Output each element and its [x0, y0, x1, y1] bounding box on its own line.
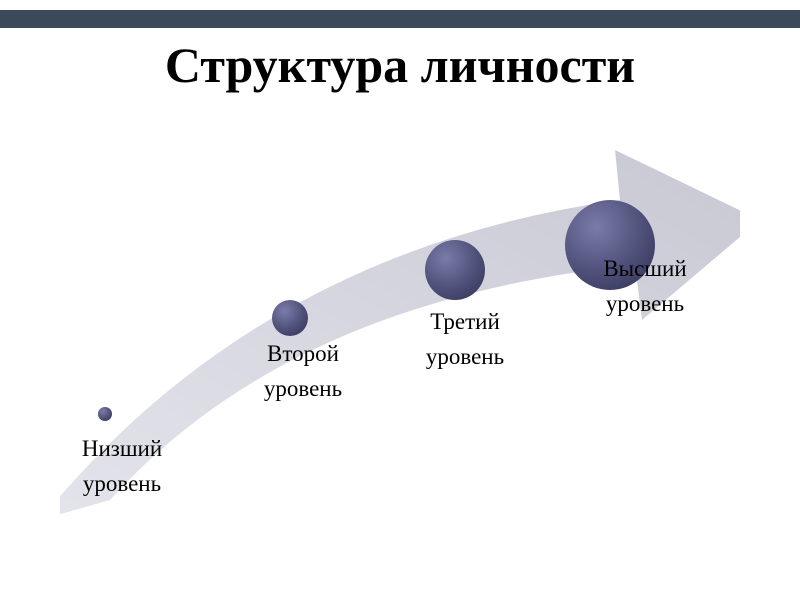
top-bar — [0, 10, 800, 28]
level-label-2: Третий уровень — [395, 308, 535, 372]
level-label-line1: Третий — [395, 308, 535, 337]
level-label-line2: уровень — [52, 470, 192, 499]
level-node-1 — [272, 300, 308, 336]
progress-arrow-diagram: НизшийуровеньВторойуровеньТретийуровеньВ… — [60, 140, 740, 540]
level-label-line2: уровень — [233, 375, 373, 404]
level-node-0 — [98, 407, 112, 421]
level-node-2 — [425, 240, 485, 300]
level-label-1: Второй уровень — [233, 340, 373, 404]
level-label-line1: Второй — [233, 340, 373, 369]
level-label-0: Низший уровень — [52, 435, 192, 499]
level-label-line1: Высший — [565, 255, 725, 284]
level-label-line1: Низший — [52, 435, 192, 464]
level-label-3: Высший уровень — [565, 255, 725, 319]
level-label-line2: уровень — [395, 343, 535, 372]
level-label-line2: уровень — [565, 290, 725, 319]
page-title: Структура личности — [0, 36, 800, 94]
